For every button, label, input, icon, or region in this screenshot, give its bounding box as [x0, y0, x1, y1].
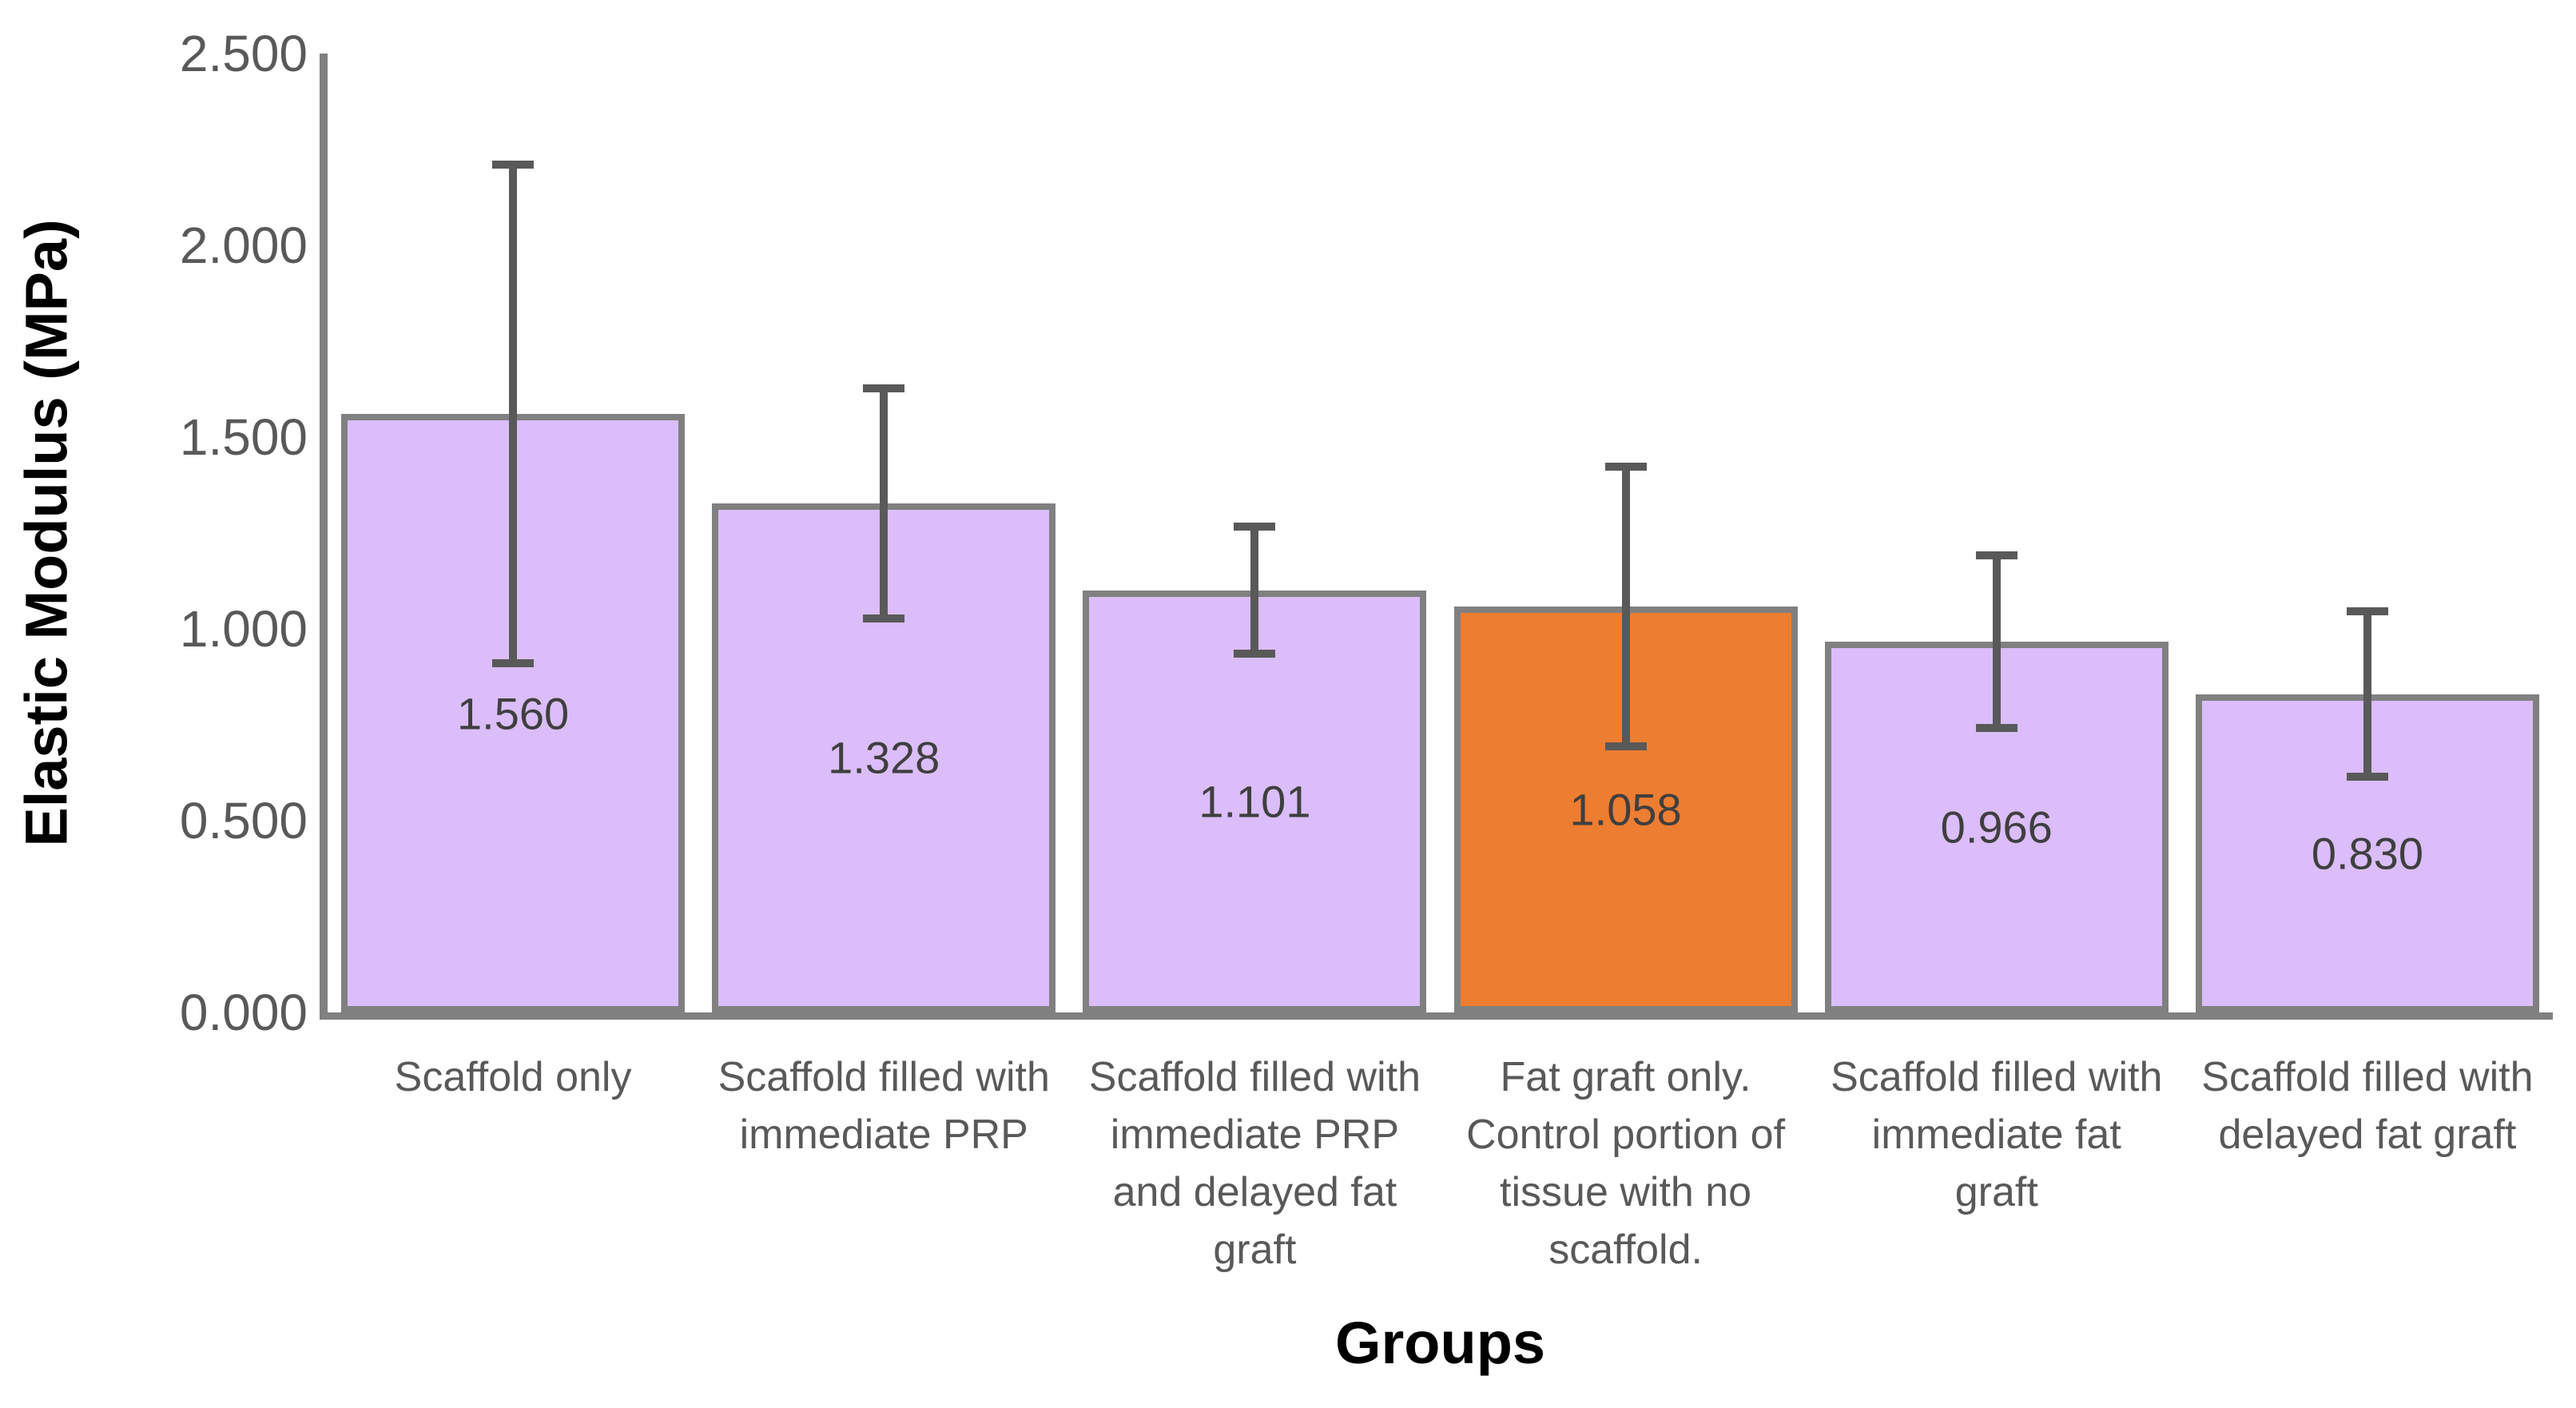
error-bar — [1621, 466, 1630, 747]
category-label-line: immediate fat — [1871, 1112, 2121, 1158]
bar-value-label: 1.101 — [1199, 776, 1311, 827]
category-label-line: Scaffold filled with — [2201, 1054, 2534, 1100]
category-label-line: tissue with no — [1500, 1169, 1752, 1215]
category-label-line: immediate PRP — [1110, 1112, 1400, 1158]
category-label-line: and delayed fat — [1112, 1169, 1397, 1215]
category-label-line: delayed fat graft — [2218, 1112, 2517, 1158]
category-label-line: graft — [1954, 1169, 2038, 1215]
error-bar-bottom-cap — [1604, 742, 1647, 751]
y-tick-label: 2.000 — [179, 217, 308, 274]
category-label: Scaffold filled with immediate fat graft — [1797, 1048, 2196, 1221]
category-label-line: Scaffold only — [394, 1054, 632, 1100]
error-bar-top-cap — [2346, 607, 2388, 616]
category-label: Scaffold filled with delayed fat graft — [2168, 1048, 2567, 1163]
error-bar-bottom-cap — [863, 614, 905, 622]
bar-value-label: 0.966 — [1940, 801, 2053, 853]
y-tick-label: 1.000 — [179, 600, 308, 658]
error-bar-top-cap — [863, 384, 905, 392]
category-label: Scaffold filled with immediate PRP and del… — [1055, 1048, 1454, 1279]
bar-value-label: 1.058 — [1569, 784, 1682, 835]
bar — [1453, 607, 1798, 1012]
bar-value-label: 0.830 — [2311, 828, 2423, 879]
category-label-line: Control portion of — [1466, 1112, 1786, 1158]
bar — [1083, 590, 1427, 1012]
error-bar-top-cap — [1234, 523, 1276, 531]
error-bar-bottom-cap — [2346, 772, 2388, 781]
y-tick-label: 0.500 — [179, 792, 308, 849]
y-tick-label: 1.500 — [179, 408, 308, 466]
error-bar-bottom-cap — [492, 659, 535, 668]
error-bar-top-cap — [1604, 462, 1647, 471]
category-label: Fat graft only. Control portion of tissue … — [1426, 1048, 1826, 1279]
error-bar-top-cap — [492, 161, 535, 169]
category-label: Scaffold only — [313, 1048, 713, 1106]
bar — [2195, 694, 2539, 1012]
x-axis-title: Groups — [1334, 1310, 1546, 1376]
bar-value-label: 1.560 — [457, 688, 570, 739]
category-label-line: scaffold. — [1548, 1227, 1703, 1273]
category-label: Scaffold filled with immediate PRP — [684, 1048, 1083, 1163]
y-axis-line — [320, 54, 328, 1012]
error-bar — [509, 165, 518, 664]
error-bar-bottom-cap — [1234, 649, 1276, 658]
y-tick-label: 2.500 — [179, 25, 308, 82]
error-bar — [1250, 527, 1259, 654]
error-bar-top-cap — [1975, 551, 2017, 560]
category-label-line: Fat graft only. — [1500, 1054, 1751, 1100]
category-label-line: graft — [1213, 1227, 1297, 1273]
error-bar — [880, 388, 888, 618]
error-bar-bottom-cap — [1975, 724, 2017, 733]
category-label-line: Scaffold filled with — [1831, 1054, 2163, 1100]
category-label-line: Scaffold filled with — [718, 1054, 1050, 1100]
bar-value-label: 1.328 — [828, 732, 940, 783]
x-axis-line — [320, 1012, 2553, 1020]
category-label-line: Scaffold filled with — [1088, 1054, 1421, 1100]
error-bar — [1992, 555, 2001, 729]
error-bar — [2363, 611, 2371, 777]
category-label-line: immediate PRP — [739, 1112, 1028, 1158]
y-tick-label: 0.000 — [179, 984, 308, 1041]
